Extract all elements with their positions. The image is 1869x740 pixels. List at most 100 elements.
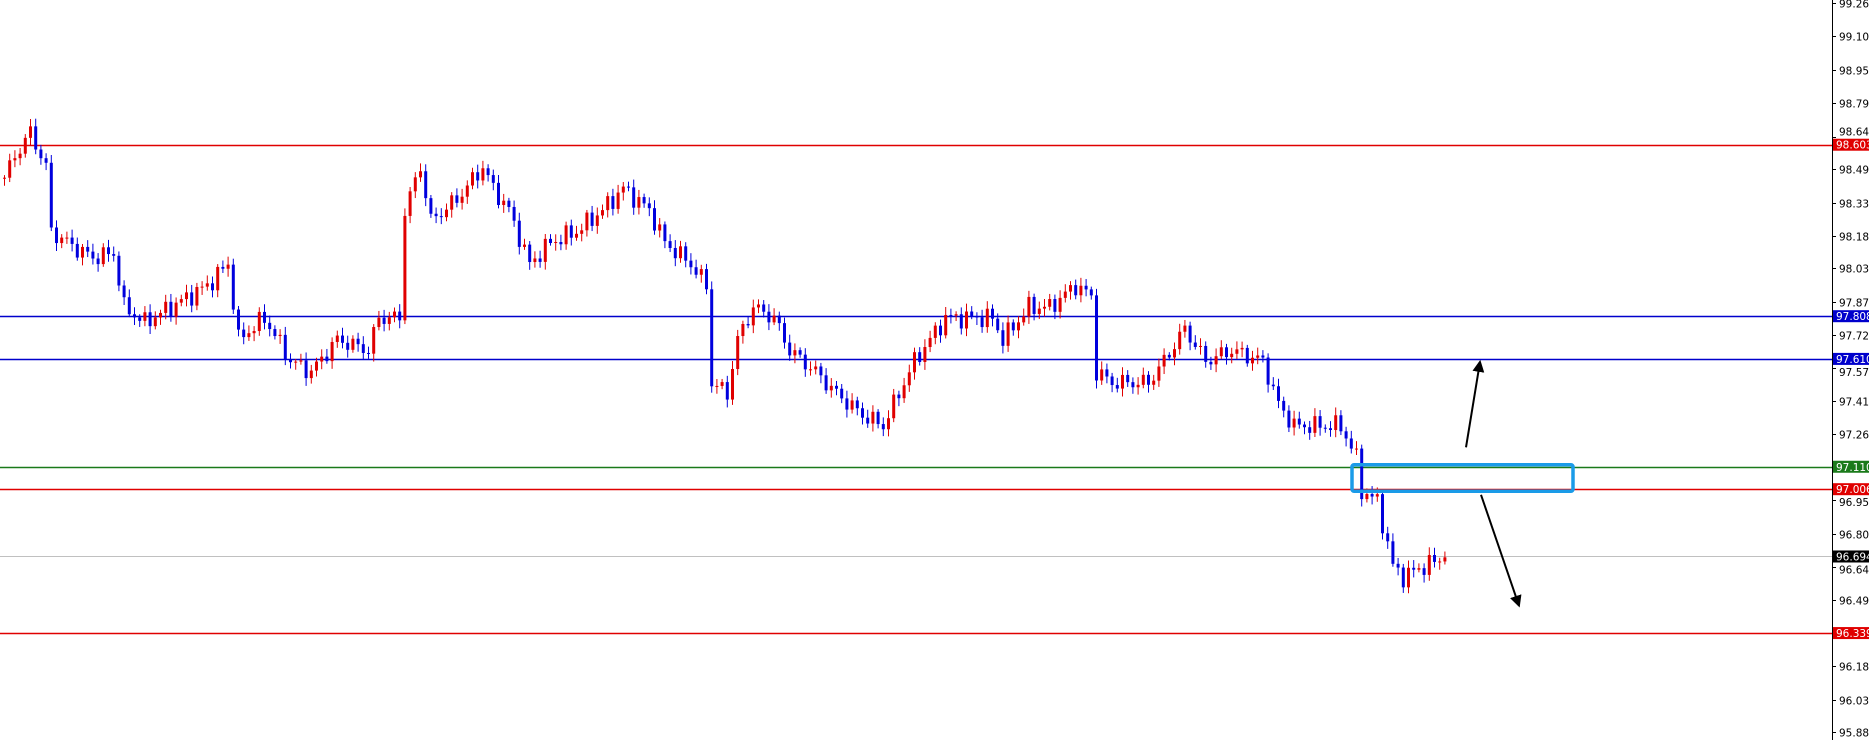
candle xyxy=(304,352,308,386)
candle-body xyxy=(211,283,214,291)
candle-body xyxy=(439,216,443,218)
candle-body xyxy=(226,264,230,269)
candle-body xyxy=(725,382,729,400)
candle xyxy=(533,251,537,268)
candle-body xyxy=(419,171,422,178)
level-97610-price-tag xyxy=(1833,352,1869,365)
tick-label: 98.795 xyxy=(1839,99,1869,111)
candle xyxy=(1407,560,1410,594)
candle-body xyxy=(1089,289,1093,296)
candle-body xyxy=(1339,415,1343,432)
candle xyxy=(257,307,261,336)
candle-body xyxy=(585,212,589,231)
candle xyxy=(70,229,74,252)
candle-body xyxy=(96,258,100,265)
candle xyxy=(1360,444,1364,507)
candle xyxy=(1297,411,1301,429)
candle xyxy=(112,246,116,262)
resistance-98603-price-tag xyxy=(1833,138,1869,151)
candle-body xyxy=(611,196,615,209)
candle-body xyxy=(1344,431,1348,439)
candle-body xyxy=(720,382,724,386)
level-97110-price-label: 97.110 xyxy=(1836,462,1869,474)
candle-body xyxy=(70,237,74,244)
candle xyxy=(29,119,32,146)
candle xyxy=(1401,563,1405,593)
candle xyxy=(965,303,968,337)
candle xyxy=(153,311,157,330)
candle xyxy=(1001,322,1005,354)
candle-body xyxy=(148,312,152,327)
tick-label: 97.720 xyxy=(1839,331,1869,343)
candle xyxy=(1126,370,1130,387)
candle-body xyxy=(1152,380,1156,385)
candle-body xyxy=(112,254,116,256)
candle xyxy=(959,307,963,335)
candle xyxy=(642,193,646,208)
candle-body xyxy=(179,299,183,303)
candle xyxy=(148,304,152,335)
candle-body xyxy=(902,385,906,399)
candle xyxy=(881,417,885,437)
candle-body xyxy=(1323,427,1327,429)
candle xyxy=(75,237,79,261)
candle xyxy=(725,375,729,408)
candle-body xyxy=(746,324,750,326)
candle-body xyxy=(1271,384,1275,387)
candle-body xyxy=(1417,568,1421,570)
candle xyxy=(1193,335,1197,350)
candle-body xyxy=(460,196,464,203)
candle-body xyxy=(918,352,922,362)
candle xyxy=(211,276,214,298)
tick-label: 97.260 xyxy=(1839,430,1869,442)
candle xyxy=(559,234,563,251)
candle-body xyxy=(684,246,688,261)
candle xyxy=(954,311,958,322)
candle-body xyxy=(1115,385,1119,389)
candle xyxy=(1006,315,1010,352)
candle-body xyxy=(1292,418,1296,428)
candle-body xyxy=(1063,291,1067,298)
candle-body xyxy=(689,260,693,268)
candle-body xyxy=(710,289,714,387)
candle xyxy=(320,349,324,370)
candle xyxy=(1282,396,1286,418)
candle xyxy=(809,361,812,376)
candle-body xyxy=(1100,369,1104,381)
candle xyxy=(1256,347,1260,365)
candle-body xyxy=(741,324,745,337)
candle-body xyxy=(757,304,760,308)
tick-label: 96.955 xyxy=(1839,497,1869,509)
candle-body xyxy=(897,394,901,399)
candle-body xyxy=(1074,285,1078,296)
candle-body xyxy=(60,237,64,244)
candle xyxy=(1063,284,1067,303)
candle xyxy=(247,325,251,341)
candle-body xyxy=(1001,330,1005,346)
price-axis: 99.260 99.105 98.950 98.795 98.640 98.490 98.3… xyxy=(1832,0,1869,740)
candle xyxy=(23,134,27,158)
candle-body xyxy=(1032,296,1036,314)
candle-body xyxy=(595,215,599,226)
candle xyxy=(1100,361,1104,385)
candle-body xyxy=(1235,349,1239,354)
candle xyxy=(60,234,64,249)
candle-body xyxy=(751,307,755,326)
candle xyxy=(252,326,256,342)
candle-body xyxy=(143,312,147,321)
candle-body xyxy=(1126,374,1130,383)
candle-body xyxy=(985,308,989,328)
candle-body xyxy=(1334,415,1338,431)
candle xyxy=(538,250,542,268)
candle xyxy=(871,405,875,432)
candle xyxy=(611,188,615,216)
candle xyxy=(933,322,937,345)
candle xyxy=(512,200,516,227)
candle xyxy=(143,306,147,327)
candle-body xyxy=(13,158,17,161)
candles xyxy=(3,118,1447,594)
candle-body xyxy=(153,317,157,327)
candle-body xyxy=(933,325,937,338)
candle xyxy=(850,393,854,414)
candle xyxy=(1058,290,1062,319)
